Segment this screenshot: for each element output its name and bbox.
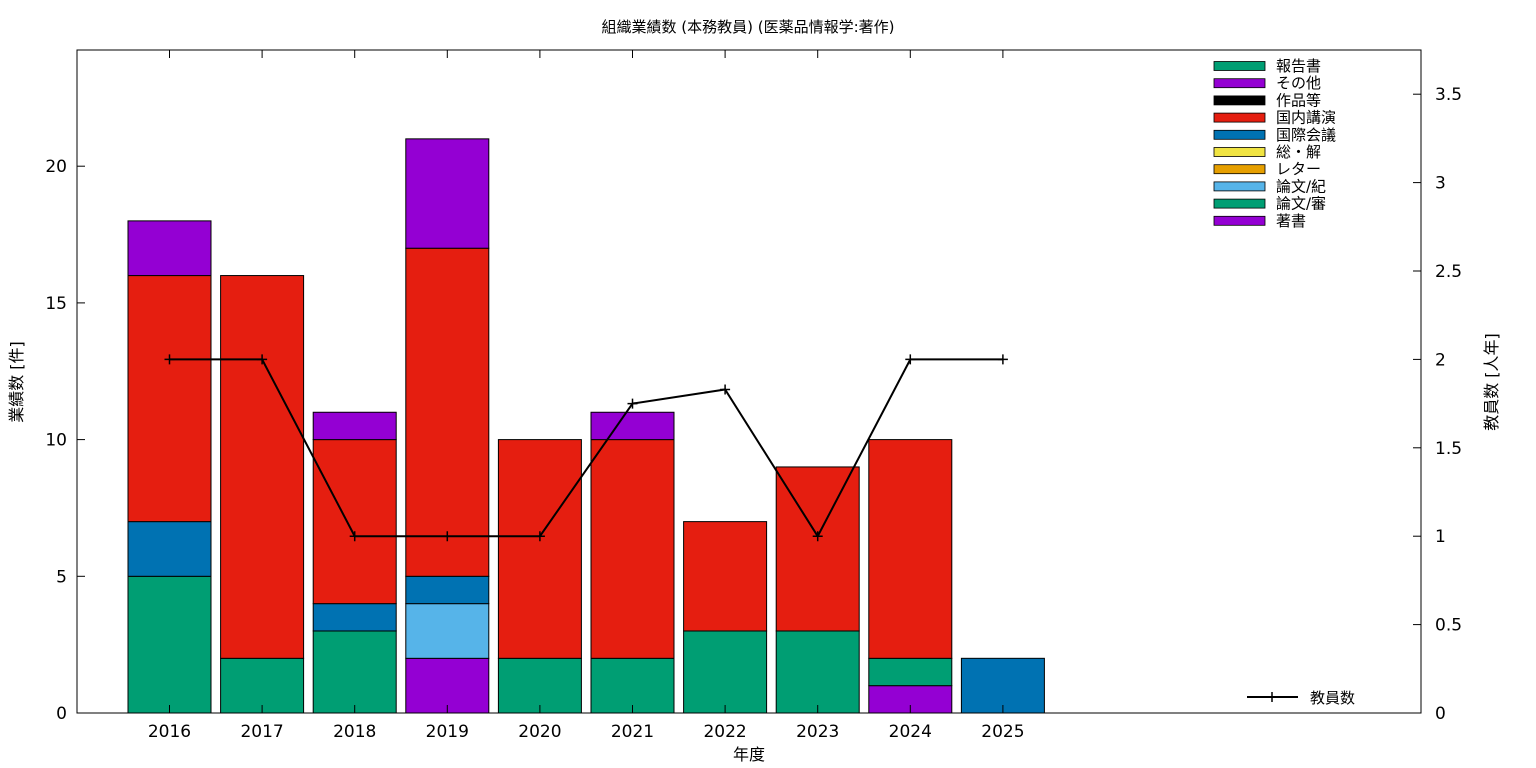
legend-label: 論文/紀 <box>1276 177 1326 195</box>
legend-label: 総・解 <box>1276 143 1321 161</box>
bar-2016-series-5 <box>127 521 212 577</box>
legend-label: レター <box>1276 160 1321 178</box>
legend-swatch <box>1213 78 1266 89</box>
legend-swatch <box>1213 215 1266 226</box>
y2-tick-label: 2.5 <box>1435 262 1462 282</box>
x-tick-label: 2018 <box>333 722 376 742</box>
y-tick-label: 5 <box>56 567 67 587</box>
x-tick-label: 2016 <box>148 722 191 742</box>
x-tick-label: 2020 <box>518 722 561 742</box>
legend-label: 論文/審 <box>1276 195 1326 213</box>
bar-2018-series-8 <box>312 411 397 441</box>
legend-label: 著書 <box>1276 212 1306 230</box>
bar-2021-series-8 <box>590 411 675 441</box>
line-teachers <box>169 358 1003 539</box>
legend-label: その他 <box>1276 74 1321 92</box>
line-point-2019 <box>442 531 453 542</box>
legend-swatch <box>1213 181 1266 192</box>
y2-axis-title: 教員数 [人年] <box>1482 333 1501 431</box>
legend-swatch <box>1213 61 1266 71</box>
bar-2025-series-5 <box>960 657 1045 714</box>
line-point-2017 <box>257 354 268 365</box>
legend-swatch <box>1213 95 1266 106</box>
x-tick-label: 2022 <box>703 722 746 742</box>
y-tick-label: 10 <box>45 431 67 451</box>
line-point-2024 <box>905 354 916 365</box>
bar-2019-series-5 <box>405 575 490 605</box>
bar-2020-series-1 <box>497 657 582 714</box>
legend-label: 報告書 <box>1276 57 1321 75</box>
legend-label: 国際会議 <box>1276 126 1336 144</box>
bar-2017-series-1 <box>220 657 305 714</box>
bar-2019-series-6 <box>405 247 490 577</box>
bars-layer <box>127 138 1045 714</box>
y2-tick-label: 1.5 <box>1435 439 1462 459</box>
y2-tick-label: 3.5 <box>1435 85 1462 105</box>
y-tick-label: 0 <box>56 704 67 724</box>
bar-2018-series-1 <box>312 630 397 714</box>
legend-swatch <box>1213 147 1266 157</box>
bar-2018-series-5 <box>312 603 397 632</box>
x-axis-title: 年度 <box>733 745 765 764</box>
legend-swatch <box>1213 164 1266 175</box>
bar-2019-series-0 <box>405 657 490 714</box>
x-tick-label: 2017 <box>240 722 283 742</box>
bar-2024-series-6 <box>868 439 953 659</box>
line-point-2018 <box>349 531 360 542</box>
legend-label: 国内講演 <box>1276 109 1336 127</box>
line-legend-label: 教員数 <box>1310 689 1355 707</box>
y2-tick-label: 0 <box>1435 704 1446 724</box>
bar-2017-series-6 <box>220 275 305 659</box>
plot-frame <box>76 49 1422 714</box>
line-legend: 教員数 <box>1247 689 1355 707</box>
line-point-2021 <box>627 398 638 409</box>
x-tick-label: 2025 <box>981 722 1024 742</box>
bar-2016-series-1 <box>127 575 212 714</box>
line-point-2016 <box>164 354 175 365</box>
y2-tick-label: 1 <box>1435 527 1446 547</box>
legend-swatch <box>1213 198 1266 209</box>
y-axis: 0 5 10 15 20 <box>45 157 85 724</box>
y-axis-title: 業績数 [件] <box>7 341 26 423</box>
bar-2024-series-1 <box>868 657 953 687</box>
bar-2022-series-1 <box>683 630 768 714</box>
bar-2023-series-6 <box>775 466 860 632</box>
bar-2016-series-6 <box>127 275 212 523</box>
y2-axis: 0 0.5 1 1.5 2 2.5 3 3.5 <box>1413 85 1462 724</box>
bar-2018-series-6 <box>312 439 397 605</box>
legend-swatch <box>1213 129 1266 140</box>
legend-label: 作品等 <box>1276 91 1321 109</box>
x-axis: 2016 2017 2018 2019 2020 2021 2022 2023 2024 2025 <box>148 50 1025 742</box>
x-tick-label: 2023 <box>796 722 839 742</box>
bar-2021-series-1 <box>590 657 675 714</box>
bar-2020-series-6 <box>497 439 582 659</box>
bar-2019-series-8 <box>405 138 490 249</box>
legend-swatch <box>1213 112 1266 123</box>
x-tick-label: 2019 <box>426 722 469 742</box>
line-point-2022 <box>720 384 731 395</box>
bar-2016-series-8 <box>127 220 212 277</box>
line-point-2025 <box>997 354 1008 365</box>
bar-2023-series-1 <box>775 630 860 714</box>
y-tick-label: 20 <box>45 157 67 177</box>
x-tick-label: 2024 <box>889 722 932 742</box>
y2-tick-label: 0.5 <box>1435 616 1462 636</box>
line-point-2020 <box>534 531 545 542</box>
bar-2019-series-2 <box>405 603 490 659</box>
y-tick-label: 15 <box>45 294 67 314</box>
y2-tick-label: 2 <box>1435 350 1446 370</box>
bar-2021-series-6 <box>590 439 675 659</box>
line-layer <box>164 354 1008 542</box>
chart-title: 組織業績数 (本務教員) (医薬品情報学:著作) <box>602 18 895 36</box>
x-tick-label: 2021 <box>611 722 654 742</box>
y2-tick-label: 3 <box>1435 174 1446 194</box>
line-point-2023 <box>812 531 823 542</box>
bar-2022-series-6 <box>683 521 768 632</box>
